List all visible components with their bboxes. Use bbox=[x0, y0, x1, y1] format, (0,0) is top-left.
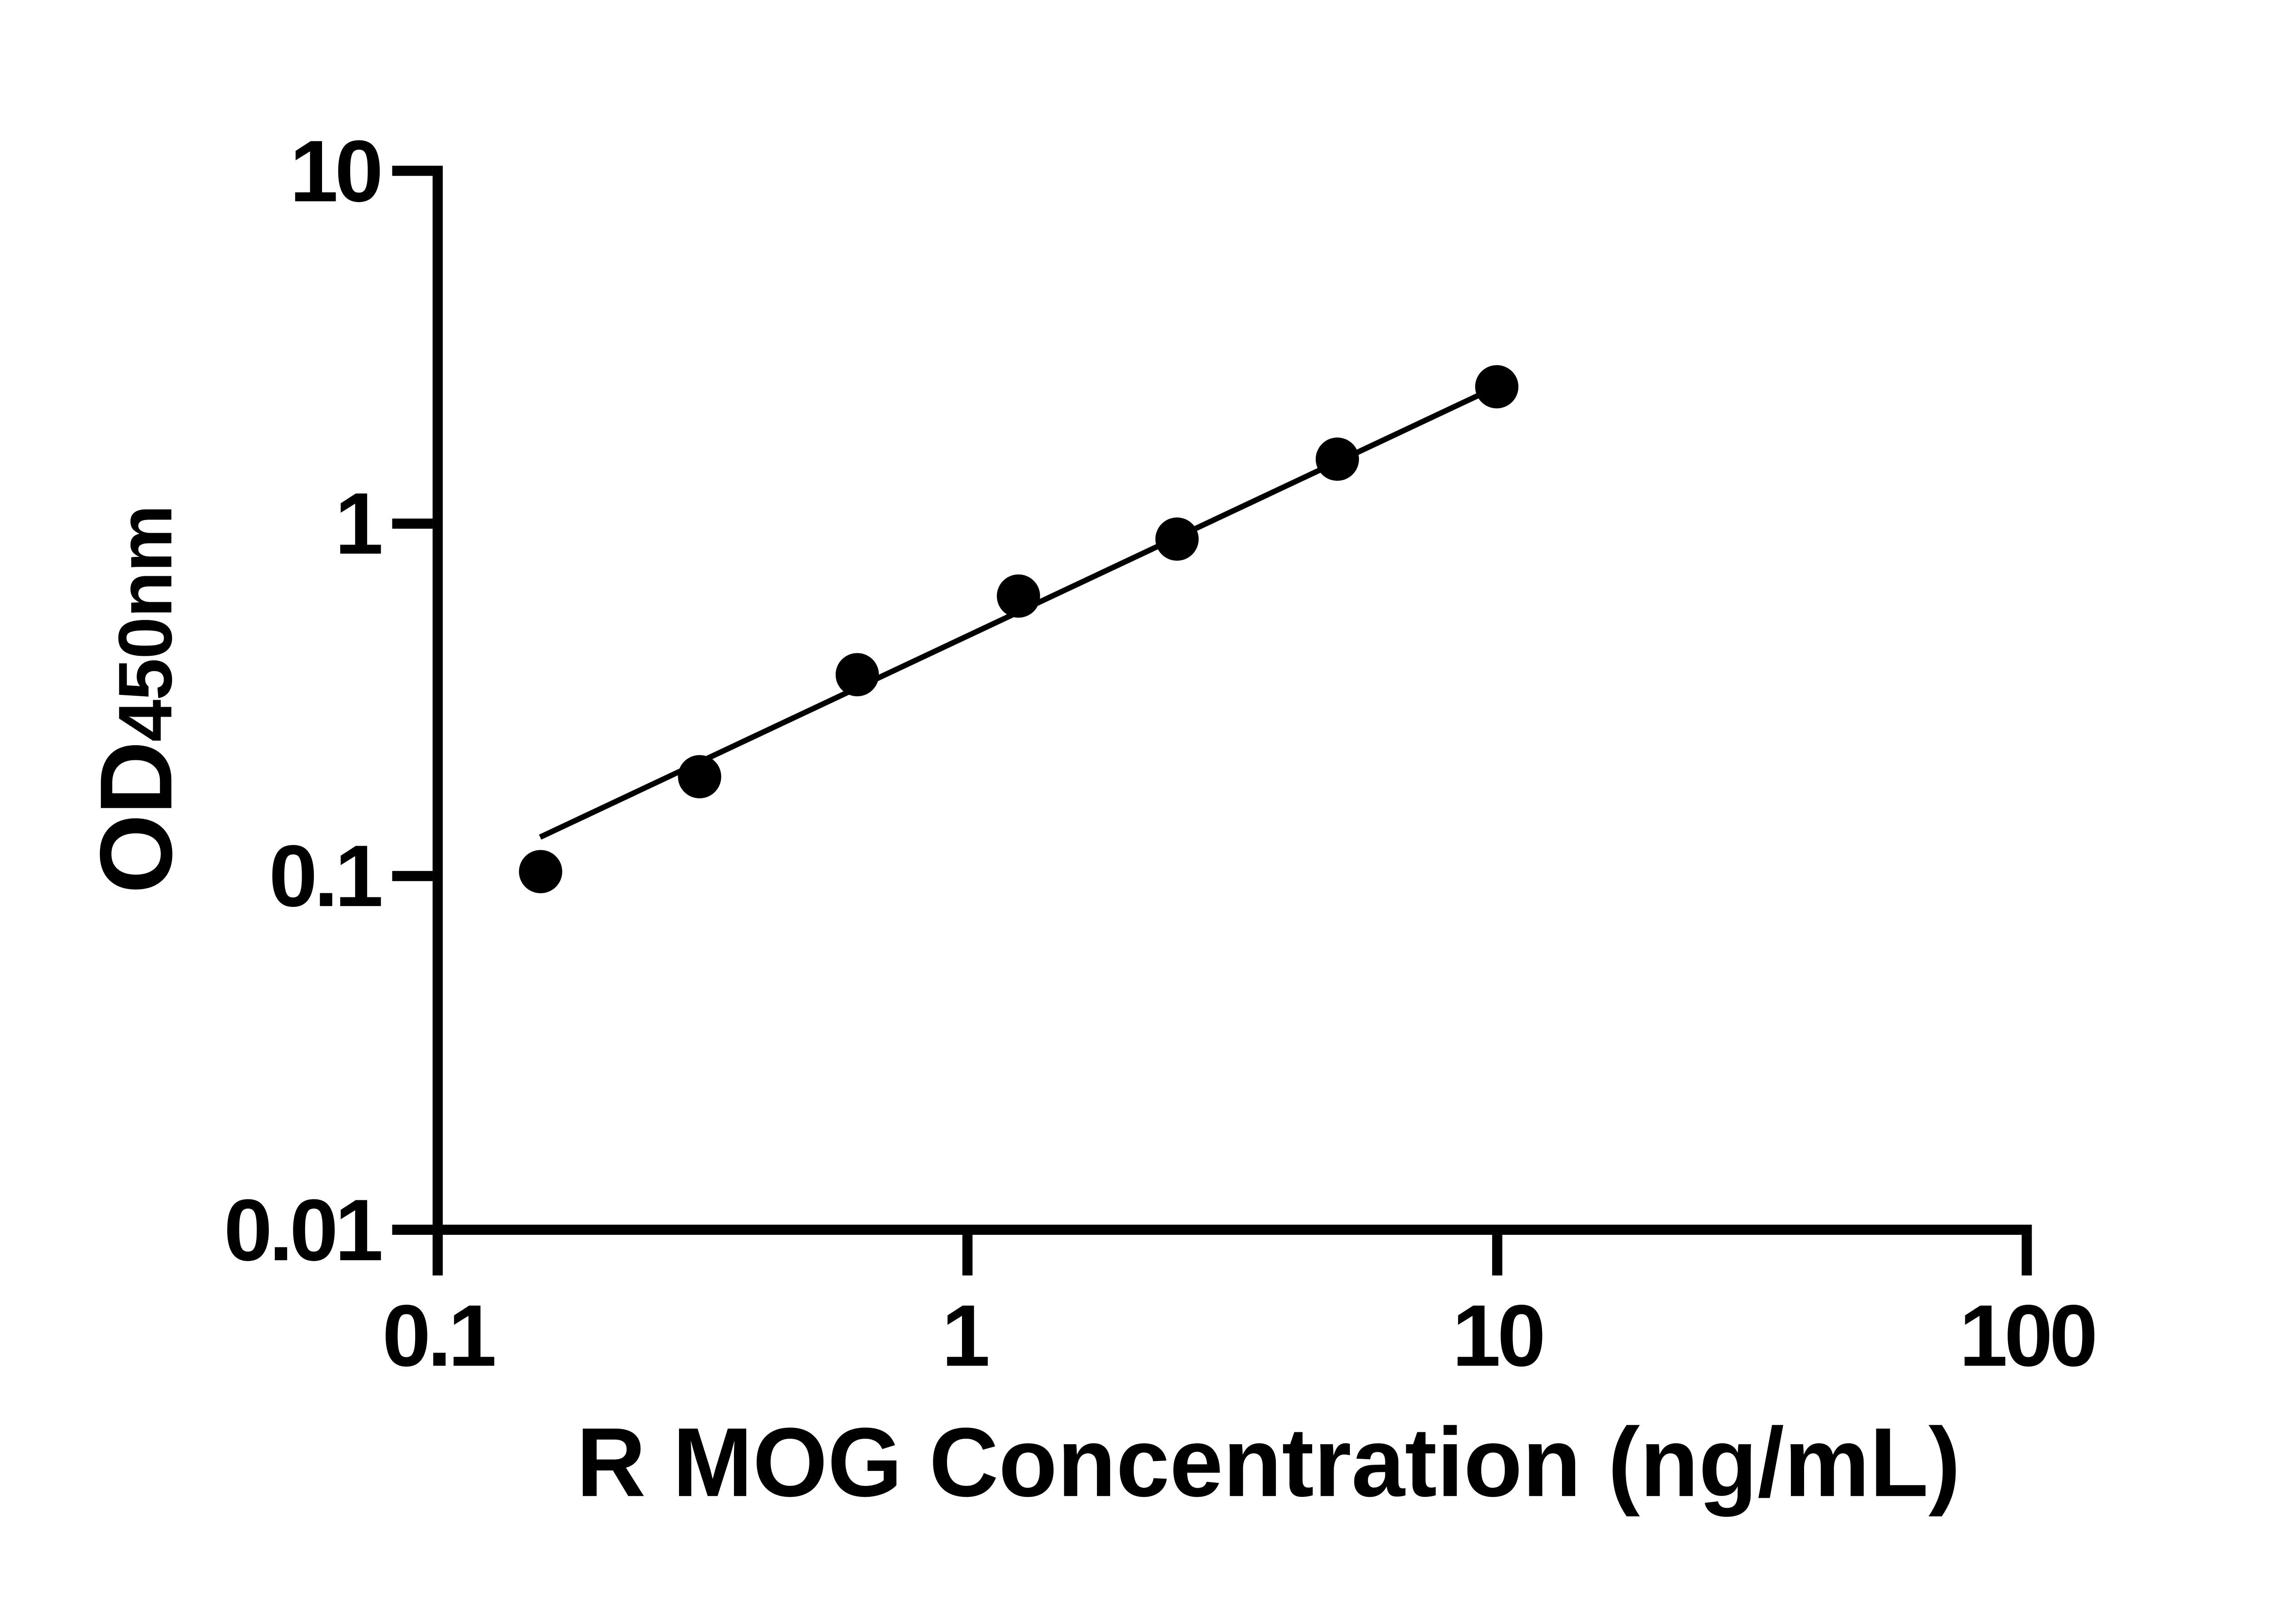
svg-text:R MOG Concentration (ng/mL): R MOG Concentration (ng/mL) bbox=[576, 1407, 1960, 1517]
svg-text:100: 100 bbox=[1959, 1287, 2095, 1384]
svg-text:10: 10 bbox=[1452, 1287, 1542, 1384]
svg-text:1: 1 bbox=[335, 475, 381, 572]
svg-text:0.1: 0.1 bbox=[382, 1287, 494, 1384]
svg-text:OD450nm: OD450nm bbox=[79, 505, 193, 894]
svg-text:0.1: 0.1 bbox=[269, 827, 381, 925]
svg-text:0.01: 0.01 bbox=[224, 1181, 381, 1279]
svg-text:1: 1 bbox=[942, 1287, 988, 1384]
svg-text:10: 10 bbox=[290, 122, 380, 220]
